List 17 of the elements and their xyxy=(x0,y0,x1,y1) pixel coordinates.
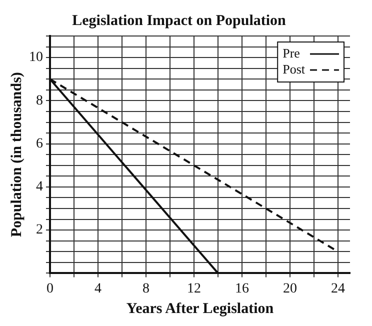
y-tick-label: 8 xyxy=(36,93,43,108)
y-tick-label: 4 xyxy=(36,180,43,195)
x-tick-label: 16 xyxy=(235,281,249,296)
y-axis-title: Population (in thousands) xyxy=(8,72,25,238)
y-tick-label: 10 xyxy=(29,50,43,66)
x-axis-title: Years After Legislation xyxy=(126,300,274,317)
x-tick-label: 12 xyxy=(187,281,201,296)
legend-label: Pre xyxy=(282,45,300,60)
legend-label: Post xyxy=(282,61,306,76)
x-tick-label: 8 xyxy=(142,281,150,296)
chart-title: Legislation Impact on Population xyxy=(72,12,287,29)
x-tick-label: 20 xyxy=(283,281,297,296)
x-tick-label: 24 xyxy=(331,281,345,296)
y-tick-label: 2 xyxy=(36,222,43,238)
x-tick-label: 0 xyxy=(46,281,54,296)
y-tick-label: 6 xyxy=(36,136,43,152)
x-tick-label: 4 xyxy=(94,281,102,296)
